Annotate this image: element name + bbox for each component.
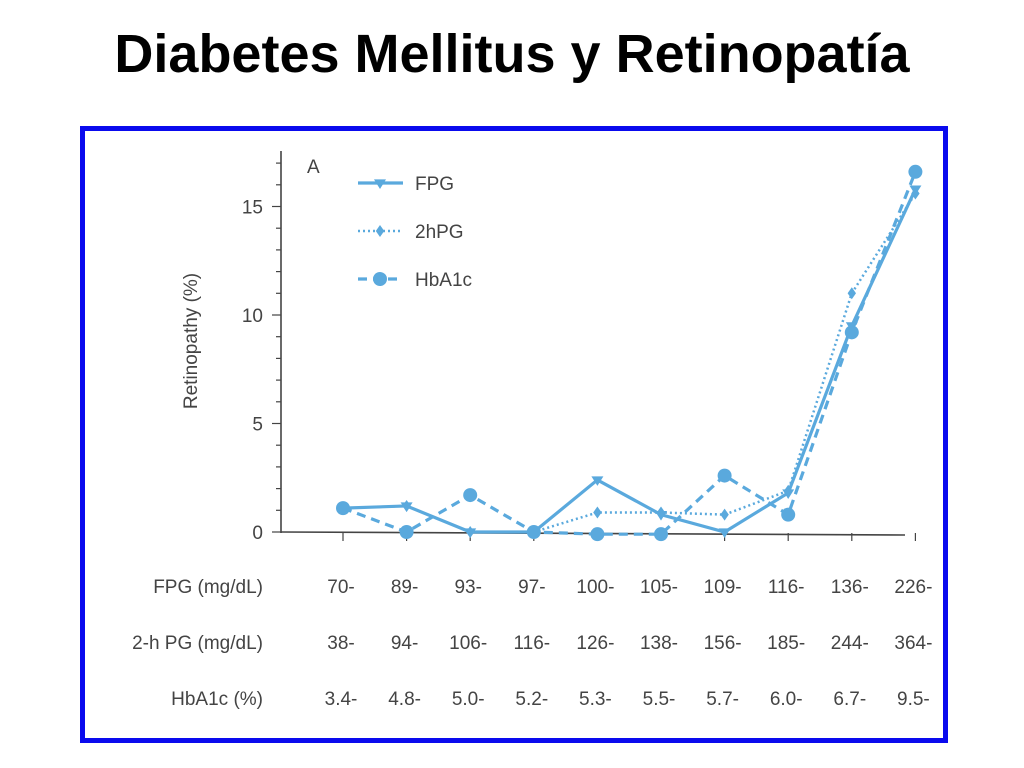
data-point-2hpg — [402, 499, 411, 512]
panel-label: A — [307, 157, 320, 178]
category-row-label: HbA1c (%) — [171, 689, 263, 710]
x-tick-label: 93- — [454, 577, 481, 598]
data-point-hba1c — [399, 525, 414, 539]
data-point-hba1c — [526, 525, 541, 539]
data-point-2hpg — [784, 484, 793, 497]
category-row-label: FPG (mg/dL) — [153, 577, 263, 598]
x-tick-label: 138- — [640, 633, 678, 654]
x-tick-label: 4.8- — [388, 689, 421, 710]
x-tick-label: 105- — [640, 577, 678, 598]
x-tick-label: 6.7- — [833, 689, 866, 710]
x-tick-label: 89- — [391, 577, 418, 598]
x-tick-label: 38- — [327, 633, 354, 654]
x-tick-label: 6.0- — [770, 689, 803, 710]
x-tick-label: 364- — [894, 633, 932, 654]
legend-label-2hpg: 2hPG — [415, 222, 464, 243]
x-tick-label: 109- — [704, 577, 742, 598]
x-tick-label: 5.0- — [452, 689, 485, 710]
x-tick-label: 70- — [327, 577, 354, 598]
legend-marker-hba1c — [373, 272, 387, 286]
slide-title: Diabetes Mellitus y Retinopatía — [114, 24, 910, 84]
series-line-2hpg — [342, 192, 917, 534]
x-tick-label: 97- — [518, 577, 545, 598]
x-tick-label: 94- — [391, 633, 418, 654]
x-tick-label: 244- — [831, 633, 869, 654]
x-tick-label: 185- — [767, 633, 805, 654]
category-row-label: 2-h PG (mg/dL) — [132, 633, 263, 654]
y-tick-label: 15 — [242, 198, 263, 219]
x-tick-label: 5.2- — [515, 689, 548, 710]
x-tick-label: 106- — [449, 633, 487, 654]
x-tick-label: 116- — [768, 577, 805, 598]
data-point-hba1c — [844, 325, 859, 340]
data-point-hba1c — [781, 507, 796, 522]
y-axis-label: Retinopathy (%) — [181, 273, 202, 409]
data-point-hba1c — [717, 468, 732, 483]
data-point-hba1c — [654, 527, 668, 542]
legend-marker-2hpg — [375, 225, 385, 237]
y-tick-label: 5 — [252, 415, 263, 436]
data-point-2hpg — [593, 506, 602, 519]
data-point-2hpg — [720, 508, 729, 521]
x-tick-label: 226- — [894, 577, 932, 598]
x-tick-label: 156- — [704, 633, 742, 654]
retinopathy-chart: 0 5 10 15 Retinopathy (%) A FPG 2hPG HbA1c FPG (m… — [132, 151, 932, 710]
x-tick-label: 5.7- — [706, 689, 739, 710]
data-point-hba1c — [590, 527, 605, 542]
x-tick-label: 116- — [513, 633, 550, 654]
x-tick-label: 5.5- — [643, 689, 676, 710]
series-line-fpg — [342, 188, 917, 534]
y-tick-label: 0 — [252, 523, 263, 544]
x-tick-label: 5.3- — [579, 689, 612, 710]
data-point-hba1c — [336, 501, 350, 516]
chart-frame: 0 5 10 15 Retinopathy (%) A FPG 2hPG HbA1c FPG (m… — [80, 126, 948, 743]
x-tick-label: 136- — [831, 577, 869, 598]
data-point-fpg — [591, 476, 604, 486]
data-point-hba1c — [908, 164, 923, 179]
data-point-2hpg — [466, 526, 475, 538]
x-tick-label: 100- — [576, 577, 614, 598]
y-tick-label: 10 — [242, 306, 263, 327]
data-point-2hpg — [847, 287, 856, 300]
data-point-2hpg — [656, 506, 666, 519]
x-tick-label: 3.4- — [325, 689, 358, 710]
x-tick-label: 126- — [576, 633, 614, 654]
data-point-hba1c — [463, 488, 478, 503]
data-point-fpg — [718, 528, 731, 538]
legend-marker-fpg — [374, 179, 386, 189]
legend-label-hba1c: HbA1c — [415, 270, 472, 291]
x-tick-label: 9.5- — [897, 689, 930, 710]
legend-label-fpg: FPG — [415, 174, 454, 195]
